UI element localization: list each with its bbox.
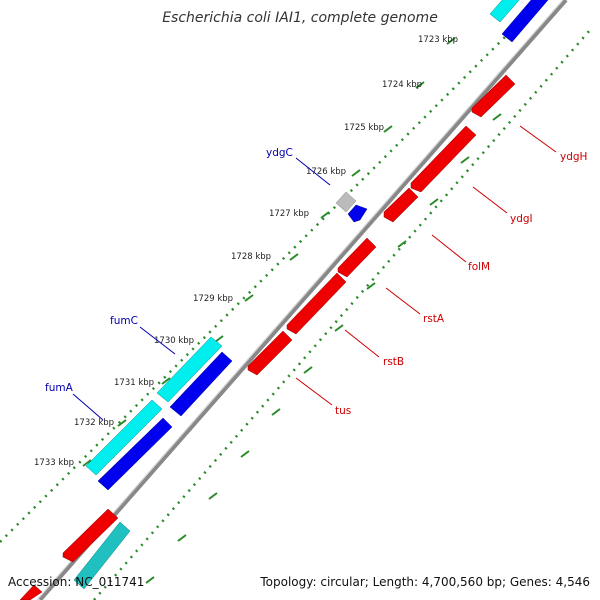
inner-tick-track — [93, 29, 591, 600]
kbp-label: 1729 kbp — [193, 294, 233, 304]
kbp-label: 1727 kbp — [269, 209, 309, 219]
kbp-label: 1731 kbp — [114, 378, 154, 388]
forward-strand-features — [85, 0, 549, 491]
kbp-label: 1725 kbp — [344, 123, 384, 133]
accession-text: Accession: NC_011741 — [8, 575, 145, 589]
gene-feature-fumA[interactable] — [97, 417, 173, 491]
gene-feature[interactable] — [19, 584, 43, 600]
genome-summary-text: Topology: circular; Length: 4,700,560 bp… — [260, 575, 590, 589]
kbp-label: 1732 kbp — [74, 418, 114, 428]
gene-label-ydgH[interactable]: ydgH — [560, 151, 587, 163]
gene-feature-ydgC-cds[interactable] — [347, 204, 368, 223]
kbp-label: 1730 kbp — [154, 336, 194, 346]
map-title: Escherichia coli IAI1, complete genome — [162, 10, 438, 26]
gene-feature-ydgI[interactable] — [410, 125, 477, 193]
gene-feature[interactable] — [501, 0, 549, 43]
gene-label-fumC[interactable]: fumC — [110, 315, 138, 327]
gene-label-rstA[interactable]: rstA — [423, 313, 445, 325]
gene-feature-fumC[interactable] — [169, 351, 233, 417]
genome-backbone — [38, 0, 568, 600]
reverse-strand-features — [19, 74, 516, 600]
gene-label-tus[interactable]: tus — [335, 405, 351, 417]
kbp-label: 1726 kbp — [306, 167, 346, 177]
gene-feature-ydgC[interactable] — [335, 191, 357, 213]
kbp-labels: 1723 kbp 1724 kbp 1725 kbp 1726 kbp 1727… — [34, 35, 458, 468]
outer-tick-track — [0, 0, 543, 543]
gene-labels: ydgC fumC fumA ydgH ydgI folM rstA rstB … — [45, 147, 587, 417]
label-leaders — [72, 125, 557, 421]
gene-feature-tus[interactable] — [247, 330, 293, 376]
gene-feature-rstB[interactable] — [286, 272, 347, 335]
gene-feature-folM[interactable] — [383, 187, 419, 223]
genome-backbone-highlight — [36, 0, 564, 600]
gene-feature-ydgH[interactable] — [471, 74, 516, 118]
kbp-label: 1724 kbp — [382, 80, 422, 90]
kbp-label: 1733 kbp — [34, 458, 74, 468]
kbp-label: 1728 kbp — [231, 252, 271, 262]
gene-feature-fumC-rna[interactable] — [156, 336, 223, 403]
gene-feature[interactable] — [489, 0, 528, 23]
gene-feature-fumA-rna[interactable] — [85, 399, 163, 476]
kbp-label: 1723 kbp — [418, 35, 458, 45]
gene-label-ydgC[interactable]: ydgC — [266, 147, 293, 159]
gene-label-fumA[interactable]: fumA — [45, 382, 74, 394]
gene-label-folM[interactable]: folM — [468, 261, 490, 273]
gene-label-ydgI[interactable]: ydgI — [510, 213, 533, 225]
gene-feature-rstA[interactable] — [337, 237, 377, 278]
kbp-tick-marks — [82, 37, 502, 584]
gene-feature[interactable] — [73, 521, 131, 590]
gene-feature[interactable] — [62, 508, 119, 563]
gene-label-rstB[interactable]: rstB — [383, 356, 404, 368]
